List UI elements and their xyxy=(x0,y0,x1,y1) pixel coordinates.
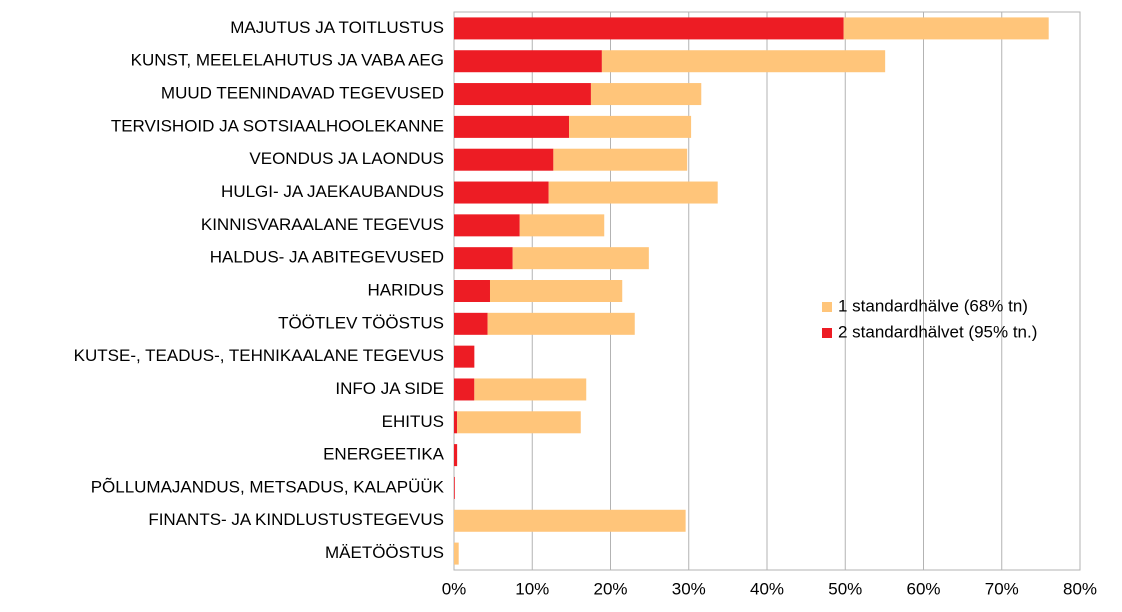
bar xyxy=(454,247,513,270)
bar xyxy=(457,411,581,434)
legend-label: 2 standardhälvet (95% tn.) xyxy=(838,322,1037,341)
bar xyxy=(454,214,520,237)
bar xyxy=(454,378,475,401)
x-tick-label: 20% xyxy=(593,579,627,598)
legend-label: 1 standardhälve (68% tn) xyxy=(838,296,1028,315)
bar xyxy=(474,378,587,401)
legend-swatch xyxy=(822,302,832,312)
y-tick-label: HULGI- JA JAEKAUBANDUS xyxy=(221,182,444,201)
bar xyxy=(454,148,554,171)
x-tick-label: 80% xyxy=(1063,579,1097,598)
y-tick-label: KUTSE-, TEADUS-, TEHNIKAALANE TEGEVUS xyxy=(74,346,444,365)
bar xyxy=(454,509,686,532)
bar xyxy=(454,17,844,40)
x-tick-label: 50% xyxy=(828,579,862,598)
bar xyxy=(454,444,458,467)
bar xyxy=(454,542,459,565)
y-tick-label: FINANTS- JA KINDLUSTUSTEGEVUS xyxy=(148,510,444,529)
bar xyxy=(519,214,605,237)
y-tick-label: PÕLLUMAJANDUS, METSADUS, KALAPÜÜK xyxy=(91,477,445,496)
bar xyxy=(512,247,649,270)
bar xyxy=(553,148,688,171)
y-tick-label: MUUD TEENINDAVAD TEGEVUSED xyxy=(161,84,444,103)
y-tick-label: MAJUTUS JA TOITLUSTUS xyxy=(230,18,444,37)
bar xyxy=(454,411,458,434)
y-tick-label: INFO JA SIDE xyxy=(335,379,444,398)
y-tick-label: KINNISVARAALANE TEGEVUS xyxy=(201,215,444,234)
y-tick-label: MÄETÖÖSTUS xyxy=(325,543,444,562)
y-tick-label: ENERGEETIKA xyxy=(323,445,445,464)
x-tick-label: 40% xyxy=(750,579,784,598)
y-tick-label: TERVISHOID JA SOTSIAALHOOLEKANNE xyxy=(111,116,444,135)
y-tick-label: VEONDUS JA LAONDUS xyxy=(249,149,444,168)
y-tick-label: HALDUS- JA ABITEGEVUSED xyxy=(210,248,444,267)
bar xyxy=(601,50,886,73)
y-tick-label: HARIDUS xyxy=(367,280,444,299)
bar xyxy=(487,312,635,335)
y-tick-label: EHITUS xyxy=(382,412,444,431)
x-tick-label: 30% xyxy=(672,579,706,598)
bar xyxy=(590,83,702,106)
bar xyxy=(454,345,475,368)
y-tick-label: TÖÖTLEV TÖÖSTUS xyxy=(278,313,444,332)
x-tick-label: 60% xyxy=(906,579,940,598)
x-tick-label: 0% xyxy=(442,579,467,598)
bar xyxy=(454,115,570,138)
x-tick-label: 10% xyxy=(515,579,549,598)
bar xyxy=(569,115,692,138)
bar xyxy=(454,181,549,204)
y-tick-label: KUNST, MEELELAHUTUS JA VABA AEG xyxy=(131,51,444,70)
bar xyxy=(454,312,488,335)
legend-swatch xyxy=(822,328,832,338)
bar xyxy=(454,476,455,499)
x-tick-label: 70% xyxy=(985,579,1019,598)
bar xyxy=(454,280,490,302)
bar xyxy=(454,83,591,106)
bar xyxy=(843,17,1049,40)
bar xyxy=(548,181,718,204)
bar xyxy=(454,50,602,73)
bar xyxy=(489,280,623,302)
